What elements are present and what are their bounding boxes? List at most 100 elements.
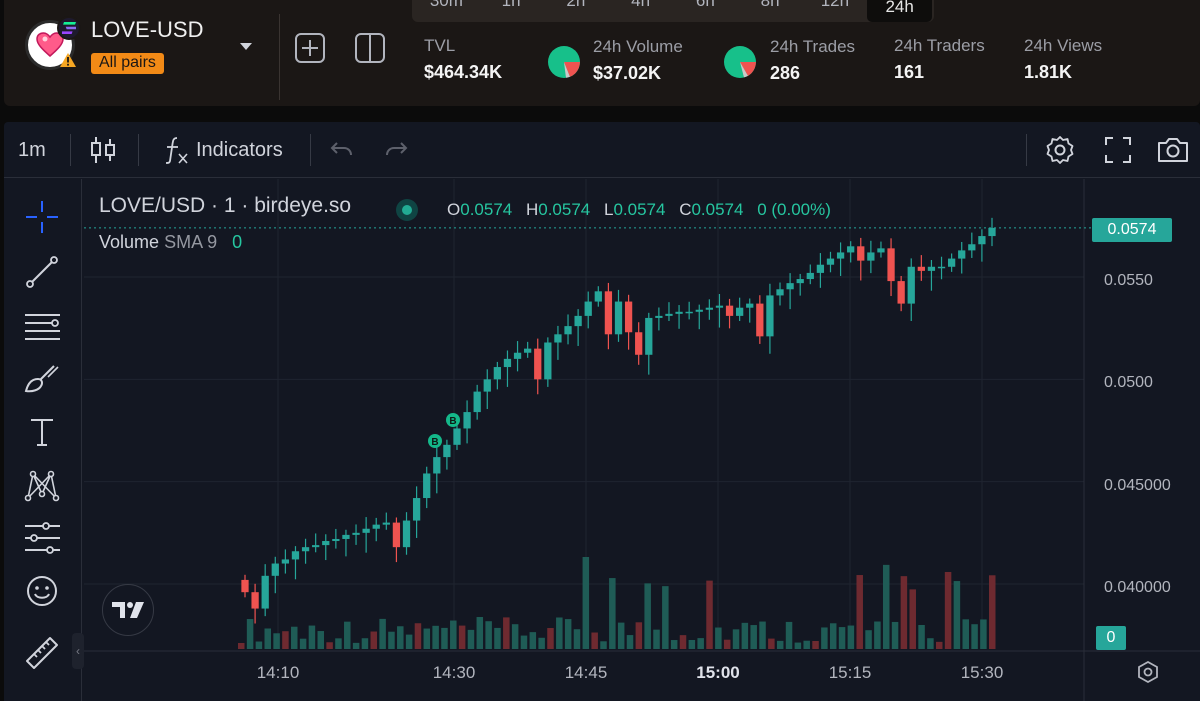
x-tick-label: 14:30	[432, 663, 476, 682]
tab-1h[interactable]: 1h	[501, 0, 521, 10]
candle-body	[291, 551, 300, 560]
timeframe-tabs: 30m 1h 2h 4h 6h 8h 12h 24h	[412, 0, 934, 22]
volume-bar	[547, 628, 554, 649]
volume-bar	[511, 624, 519, 649]
header-divider	[279, 14, 280, 100]
camera-icon[interactable]	[1156, 122, 1190, 178]
volume-bar	[891, 621, 899, 649]
candle-body	[271, 563, 279, 576]
pattern-icon[interactable]	[24, 467, 60, 503]
volume-bar	[971, 624, 978, 649]
volume-bar	[829, 623, 837, 649]
pie-chart-icon	[548, 46, 580, 78]
solana-icon	[57, 16, 81, 40]
stat-value: 161	[894, 62, 925, 82]
stat-label: 24h Views	[1024, 36, 1103, 55]
fullscreen-icon[interactable]	[1104, 122, 1132, 178]
tab-2h[interactable]: 2h	[566, 0, 586, 10]
chevron-down-icon[interactable]	[239, 38, 253, 56]
volume-bar	[423, 628, 431, 649]
candle-body	[453, 428, 461, 445]
volume-bar	[591, 632, 598, 649]
volume-bar	[776, 640, 784, 649]
y-tick-label: 0.0550	[1104, 272, 1153, 289]
gear-icon[interactable]	[1044, 122, 1076, 178]
tab-24h[interactable]: 24h	[867, 0, 932, 22]
ohlc-readout: O0.0574 H0.0574 L0.0574 C0.0574 0 (0.00%…	[447, 200, 840, 220]
volume-bar	[865, 630, 872, 649]
redo-icon[interactable]	[384, 122, 410, 178]
add-icon[interactable]	[294, 32, 326, 64]
volume-bar	[441, 627, 448, 649]
close-label: C	[679, 200, 692, 219]
stat-tvl: TVL $464.34K	[424, 36, 502, 83]
undo-icon[interactable]	[328, 122, 354, 178]
tab-30m[interactable]: 30m	[429, 0, 463, 10]
candle-body	[725, 305, 734, 316]
tab-4h[interactable]: 4h	[631, 0, 651, 10]
volume-bar	[935, 641, 943, 649]
volume-bar	[609, 578, 616, 649]
tab-6h[interactable]: 6h	[695, 0, 715, 10]
tab-8h[interactable]: 8h	[760, 0, 780, 10]
volume-bar	[273, 633, 280, 649]
text-icon[interactable]	[24, 414, 60, 450]
warning-icon	[59, 52, 77, 73]
fib-icon[interactable]	[24, 308, 60, 344]
y-tick-label: 0.045000	[1104, 477, 1171, 494]
candles-icon[interactable]	[90, 122, 116, 178]
drawing-toolbar: ‹	[4, 179, 84, 701]
emoji-icon[interactable]	[24, 573, 60, 609]
tab-12h[interactable]: 12h	[820, 0, 850, 10]
ruler-icon[interactable]	[24, 635, 60, 671]
volume-bar	[370, 631, 378, 649]
volume-legend: Volume SMA 9 0	[99, 232, 242, 253]
chart-settings-icon[interactable]	[1136, 660, 1160, 689]
candle-body	[857, 246, 865, 261]
candle-body	[382, 522, 390, 525]
stat-value: $37.02K	[593, 63, 662, 83]
all-pairs-badge[interactable]: All pairs	[91, 53, 164, 74]
interval-button[interactable]: 1m	[18, 138, 46, 161]
crosshair-icon[interactable]	[24, 199, 60, 235]
volume-bar	[768, 638, 775, 649]
volume-bar	[582, 557, 590, 649]
volume-bar	[317, 631, 325, 649]
candle-body	[614, 301, 623, 335]
collapse-toolbar-button[interactable]: ‹	[72, 633, 84, 669]
split-view-icon[interactable]	[354, 32, 386, 64]
toolbar-divider	[310, 134, 311, 166]
candle-body	[544, 342, 552, 380]
trendline-icon[interactable]	[24, 254, 60, 290]
volume-bar	[414, 623, 422, 649]
candle-body	[988, 227, 996, 237]
chart-legend-title: LOVE/USD · 1 · birdeye.so	[99, 194, 352, 217]
volume-bar	[246, 619, 254, 649]
volume-bar	[476, 617, 484, 649]
tradingview-logo-icon[interactable]	[102, 584, 154, 636]
forecast-icon[interactable]	[24, 520, 60, 556]
volume-bar	[715, 627, 722, 649]
stat-label: 24h Trades	[770, 37, 856, 56]
low-value: 0.0574	[613, 200, 666, 219]
x-tick-label: 14:10	[256, 663, 300, 682]
volume-value: 0	[232, 232, 243, 252]
volume-bar	[282, 631, 289, 649]
volume-bar	[812, 640, 819, 649]
heart-logo-icon	[36, 32, 64, 57]
candle-body	[978, 236, 986, 245]
volume-bar	[723, 639, 731, 649]
stat-trades: 24h Trades 286	[770, 37, 855, 84]
candle-body	[877, 248, 885, 253]
volume-bar	[759, 621, 766, 649]
indicators-button[interactable]: Indicators	[164, 122, 283, 178]
close-value: 0.0574	[691, 200, 744, 219]
volume-bar	[900, 576, 908, 649]
price-chart[interactable]: BB	[84, 179, 1200, 701]
candle-body	[251, 592, 259, 609]
volume-bar	[299, 638, 307, 649]
volume-bar	[794, 642, 802, 649]
stat-volume: 24h Volume $37.02K	[593, 37, 683, 84]
brush-icon[interactable]	[24, 361, 60, 397]
candle-body	[322, 541, 330, 546]
